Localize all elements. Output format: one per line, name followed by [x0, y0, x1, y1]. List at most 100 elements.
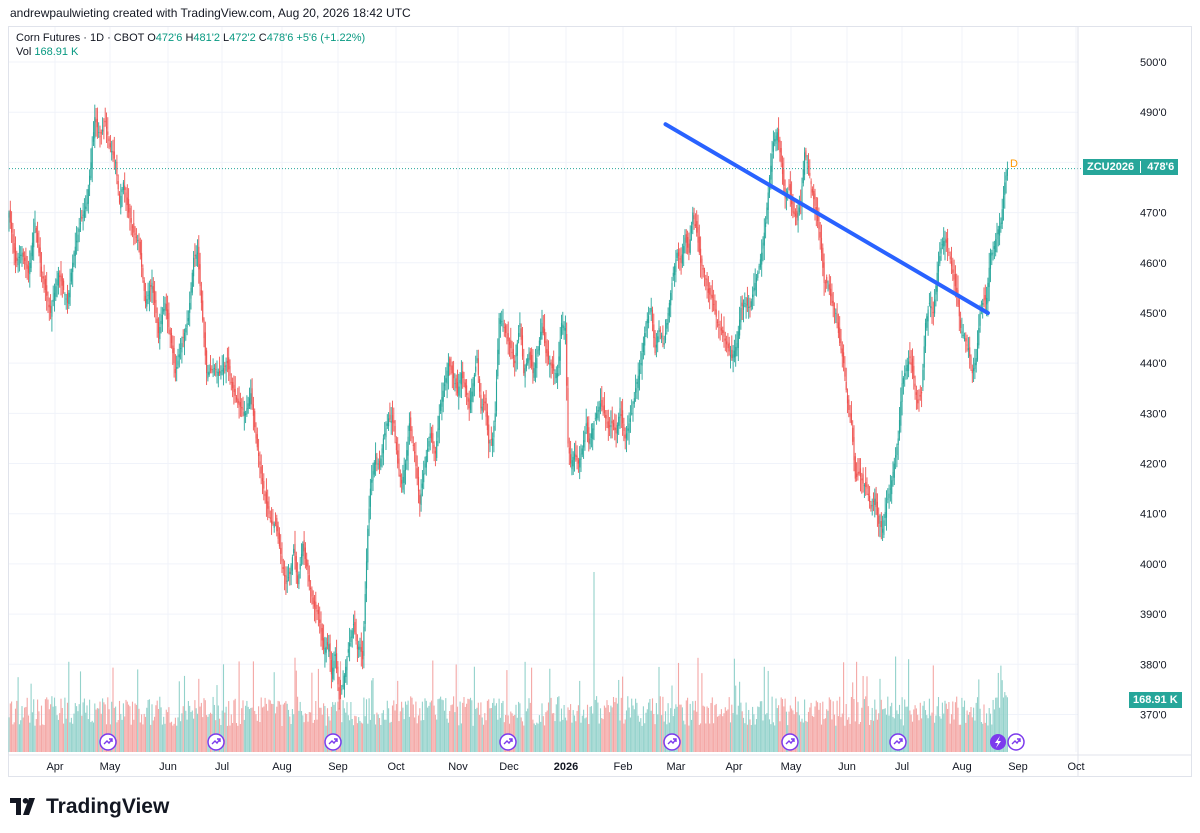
candle-body — [178, 354, 180, 358]
candle-body — [547, 351, 550, 360]
volume-bar — [849, 723, 851, 752]
volume-bar — [960, 724, 962, 752]
volume-bar — [892, 716, 894, 752]
candle-body — [620, 414, 622, 416]
volume-bar — [996, 697, 998, 752]
volume-bar — [352, 725, 355, 752]
volume-bar — [607, 705, 609, 752]
volume-bar — [164, 723, 166, 752]
candle-body — [586, 422, 589, 434]
candle — [957, 275, 959, 307]
candle — [221, 355, 223, 376]
candle — [779, 136, 781, 162]
volume-bar — [254, 710, 256, 752]
candle — [190, 282, 192, 310]
event-glyph — [328, 738, 338, 745]
volume-bar — [265, 703, 267, 752]
volume-bar — [159, 696, 161, 752]
volume-bar — [52, 706, 54, 752]
candle — [384, 422, 386, 440]
candle-body — [966, 344, 968, 346]
volume-bar — [978, 679, 980, 752]
event-glyph — [503, 738, 513, 745]
candle — [406, 441, 408, 470]
volume-bar — [934, 722, 936, 752]
volume-bar — [598, 723, 600, 752]
candle-body — [139, 241, 141, 255]
volume-bar — [910, 714, 912, 752]
candle-body — [142, 268, 144, 279]
candle — [885, 490, 888, 531]
candle-body — [371, 479, 373, 483]
candle-body — [798, 207, 800, 213]
date-tick-label: May — [781, 761, 802, 773]
candle — [776, 127, 778, 151]
candle — [59, 270, 61, 288]
candle — [104, 107, 106, 127]
candle — [336, 639, 338, 674]
candle — [35, 225, 37, 243]
candle — [835, 308, 837, 324]
candle — [859, 458, 862, 492]
candle-body — [65, 298, 67, 300]
candle-body — [802, 169, 804, 184]
candle-body — [369, 488, 371, 507]
candle — [356, 634, 358, 662]
candle — [923, 335, 925, 381]
volume-bar — [538, 715, 540, 752]
candle-body — [281, 555, 283, 562]
event-glyph — [103, 738, 113, 745]
candle-body — [380, 458, 382, 467]
volume-bar — [356, 723, 358, 752]
volume-bar — [674, 708, 676, 752]
candle-body — [783, 169, 785, 186]
candle-body — [459, 379, 461, 384]
candle — [194, 243, 196, 267]
candle-body — [111, 151, 113, 153]
candle — [103, 118, 105, 140]
candle — [577, 457, 579, 473]
candle — [963, 332, 966, 342]
candle — [727, 333, 729, 357]
legend-low: 472'2 — [229, 32, 256, 44]
candle-body — [185, 328, 187, 333]
candle-body — [872, 501, 875, 503]
volume-bar — [20, 720, 22, 752]
candle-body — [967, 348, 969, 351]
candle-body — [542, 326, 544, 334]
candle-body — [891, 480, 893, 495]
volume-bar — [949, 723, 951, 752]
volume-bar — [437, 699, 439, 752]
volume-bar — [793, 714, 795, 752]
volume-bar — [200, 702, 202, 752]
candle-body — [663, 343, 665, 345]
candle-body — [11, 222, 13, 233]
candle — [510, 327, 512, 360]
candle-body — [622, 410, 624, 424]
candle — [393, 407, 395, 432]
candle-body — [245, 413, 247, 416]
candle-body — [479, 379, 481, 392]
volume-bar — [222, 664, 225, 752]
candle-body — [982, 302, 984, 305]
candle — [940, 238, 942, 261]
volume-bar — [380, 724, 382, 752]
volume-bar — [918, 720, 920, 752]
candle-body — [100, 132, 102, 134]
candle-body — [472, 383, 474, 397]
candle-body — [752, 294, 754, 298]
candle-body — [386, 423, 388, 426]
candle — [544, 314, 546, 347]
candle-body — [854, 456, 856, 479]
candle-body — [909, 356, 911, 359]
volume-bar — [857, 702, 859, 752]
candle — [748, 295, 750, 319]
volume-bar — [146, 707, 148, 752]
candle — [271, 507, 273, 535]
volume-bar — [113, 707, 115, 752]
volume-bar — [64, 697, 66, 752]
chart-frame — [8, 26, 1192, 777]
candle — [659, 326, 661, 340]
candle — [280, 534, 282, 565]
